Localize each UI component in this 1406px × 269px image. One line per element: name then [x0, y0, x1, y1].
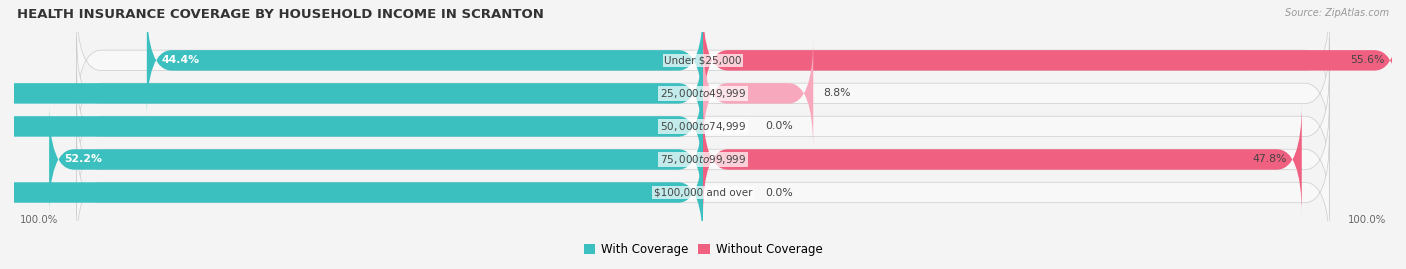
Text: $25,000 to $49,999: $25,000 to $49,999: [659, 87, 747, 100]
Text: $100,000 and over: $100,000 and over: [654, 187, 752, 197]
Text: 100.0%: 100.0%: [20, 215, 59, 225]
FancyBboxPatch shape: [703, 38, 813, 149]
FancyBboxPatch shape: [0, 70, 703, 182]
Text: $75,000 to $99,999: $75,000 to $99,999: [659, 153, 747, 166]
FancyBboxPatch shape: [77, 70, 1329, 182]
Text: 52.2%: 52.2%: [65, 154, 103, 164]
FancyBboxPatch shape: [77, 104, 1329, 215]
Text: 0.0%: 0.0%: [766, 121, 793, 132]
Legend: With Coverage, Without Coverage: With Coverage, Without Coverage: [583, 243, 823, 256]
Text: HEALTH INSURANCE COVERAGE BY HOUSEHOLD INCOME IN SCRANTON: HEALTH INSURANCE COVERAGE BY HOUSEHOLD I…: [17, 8, 544, 21]
FancyBboxPatch shape: [146, 5, 703, 116]
FancyBboxPatch shape: [77, 137, 1329, 248]
Text: $50,000 to $74,999: $50,000 to $74,999: [659, 120, 747, 133]
FancyBboxPatch shape: [703, 5, 1399, 116]
FancyBboxPatch shape: [0, 38, 703, 149]
FancyBboxPatch shape: [49, 104, 703, 215]
Text: 100.0%: 100.0%: [1347, 215, 1386, 225]
FancyBboxPatch shape: [77, 5, 1329, 116]
Text: Under $25,000: Under $25,000: [664, 55, 742, 65]
Text: 47.8%: 47.8%: [1253, 154, 1286, 164]
Text: Source: ZipAtlas.com: Source: ZipAtlas.com: [1285, 8, 1389, 18]
Text: 8.8%: 8.8%: [824, 89, 851, 98]
Text: 0.0%: 0.0%: [766, 187, 793, 197]
Text: 44.4%: 44.4%: [162, 55, 200, 65]
FancyBboxPatch shape: [0, 137, 703, 248]
Text: 55.6%: 55.6%: [1350, 55, 1385, 65]
FancyBboxPatch shape: [703, 104, 1302, 215]
FancyBboxPatch shape: [77, 38, 1329, 149]
